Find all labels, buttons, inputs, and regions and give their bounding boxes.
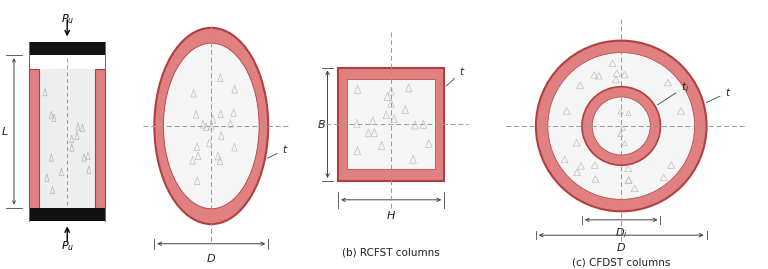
Text: (c) CFDST columns: (c) CFDST columns <box>572 257 670 267</box>
Ellipse shape <box>164 43 259 209</box>
Text: $P_u$: $P_u$ <box>61 12 74 26</box>
Bar <box>338 68 444 181</box>
Bar <box>29 69 39 207</box>
Text: $D_i$: $D_i$ <box>615 226 627 240</box>
Text: $t$: $t$ <box>706 86 732 103</box>
Bar <box>347 79 435 169</box>
Text: $t$: $t$ <box>267 143 289 158</box>
Text: $t_i$: $t_i$ <box>657 80 689 105</box>
Text: (b) RCFST columns: (b) RCFST columns <box>343 247 440 257</box>
Text: $L$: $L$ <box>2 125 9 137</box>
Circle shape <box>548 52 694 199</box>
Ellipse shape <box>154 28 268 224</box>
Text: $P_u$: $P_u$ <box>61 239 74 253</box>
Text: $B$: $B$ <box>317 118 326 130</box>
Circle shape <box>536 41 707 211</box>
Circle shape <box>582 87 660 165</box>
Text: $t$: $t$ <box>446 65 466 86</box>
Bar <box>29 207 105 221</box>
Circle shape <box>592 97 650 155</box>
Bar <box>39 69 95 207</box>
Text: $D$: $D$ <box>616 241 626 253</box>
Text: $H$: $H$ <box>386 209 396 221</box>
Text: $D$: $D$ <box>207 252 217 264</box>
Bar <box>95 69 105 207</box>
Bar <box>29 42 105 55</box>
